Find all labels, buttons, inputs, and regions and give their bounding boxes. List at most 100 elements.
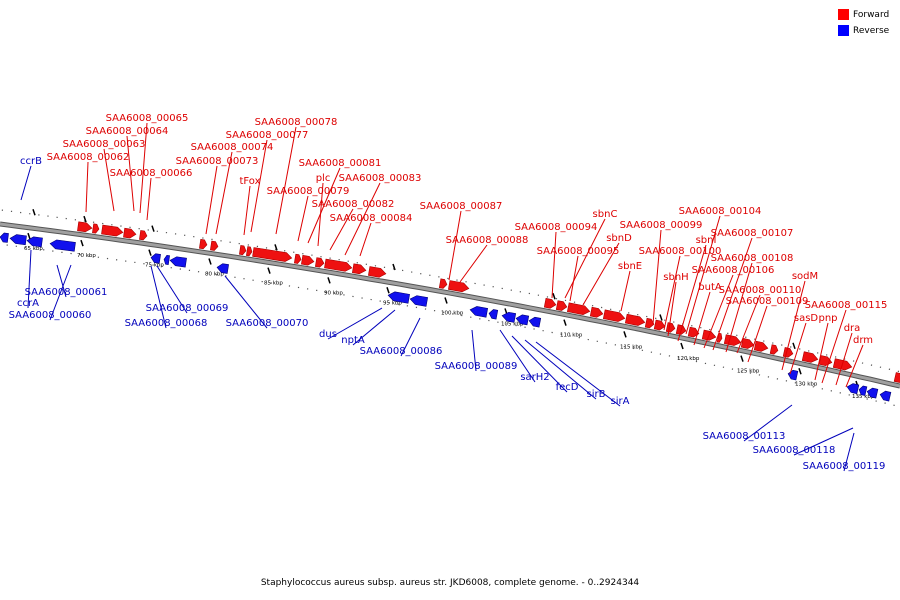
tick-mark [80, 239, 84, 247]
reverse-gene [515, 314, 530, 326]
tick-label: 135 kbp [852, 394, 875, 400]
reverse-gene [528, 316, 542, 328]
gene-arrow [602, 309, 626, 322]
forward-gene [740, 337, 755, 349]
leader-line [667, 281, 677, 337]
reverse-gene [858, 385, 868, 396]
tick-mark [444, 297, 448, 304]
leader-line [511, 335, 568, 393]
leader-line [564, 218, 606, 299]
gene-label: SAA6008_00084 [330, 213, 413, 224]
gene-label: SAA6008_00082 [312, 199, 395, 210]
gene-arrow [769, 344, 779, 355]
forward-gene [555, 300, 568, 311]
gene-arrow [589, 306, 604, 318]
leader-line [677, 244, 707, 342]
leader-line [582, 242, 620, 306]
forward-gene [245, 246, 253, 257]
leader-line [712, 237, 753, 351]
gene-label: nptA [341, 335, 365, 346]
forward-gene [293, 253, 302, 264]
tick-mark [327, 277, 331, 284]
leader-line [448, 210, 462, 281]
gene-label: butA [698, 282, 722, 293]
gene-features [0, 221, 900, 402]
forward-gene [92, 223, 100, 234]
leader-line [793, 427, 854, 456]
gene-label: SAA6008_00077 [226, 130, 309, 141]
gene-arrow [210, 240, 219, 251]
gene-arrow [879, 390, 892, 402]
leader-line [693, 291, 711, 346]
leader-line [736, 294, 761, 354]
forward-gene [314, 257, 325, 268]
gene-label: SAA6008_00104 [679, 206, 762, 217]
leader-line [205, 165, 218, 235]
gene-label: sirB [587, 389, 606, 400]
tick-label: 115 kbp [620, 344, 643, 350]
leader-line [103, 148, 115, 212]
forward-gene [368, 266, 387, 278]
gene-label: SAA6008_00094 [515, 222, 598, 233]
forward-gene [301, 254, 315, 266]
gene-arrow [438, 278, 448, 289]
gene-label: SAA6008_00095 [537, 246, 620, 257]
leader-line [156, 265, 188, 314]
forward-swatch [838, 9, 849, 20]
forward-gene [239, 245, 247, 256]
leader-line [146, 177, 152, 221]
gene-arrow [150, 253, 161, 264]
gene-arrow [469, 306, 489, 318]
gene-arrow [687, 326, 700, 338]
gene-arrow [77, 221, 93, 233]
gene-label: SAA6008_00100 [639, 246, 722, 257]
gene-label: SAA6008_00099 [620, 220, 703, 231]
reverse-gene [846, 383, 860, 395]
forward-gene [448, 280, 470, 293]
gene-label: ccrB [20, 156, 42, 167]
gene-arrow [314, 257, 325, 268]
gene-label: drm [853, 335, 873, 346]
gene-label: ccrA [17, 298, 39, 309]
minor-tick [392, 263, 396, 271]
gene-label: plc [316, 173, 331, 184]
leader-line [139, 122, 148, 214]
gene-label: sbnC [593, 209, 618, 220]
forward-gene [252, 247, 293, 262]
leader-line [243, 185, 251, 236]
forward-gene [769, 344, 779, 355]
reverse-gene [163, 254, 170, 265]
leader-line [344, 182, 381, 256]
gene-arrow [293, 253, 302, 264]
forward-gene [624, 313, 646, 326]
gene-label: SAA6008_00118 [753, 445, 836, 456]
gene-arrow [501, 311, 517, 323]
legend-forward: Forward [838, 9, 889, 20]
gene-label: SAA6008_00065 [106, 113, 189, 124]
minor-tick [83, 215, 87, 223]
gene-label: fecD [556, 382, 579, 393]
gene-arrow [351, 263, 367, 275]
gene-label: SAA6008_00113 [703, 431, 786, 442]
leader-line [652, 229, 662, 325]
reverse-gene [409, 295, 428, 307]
gene-arrow [324, 258, 353, 272]
reverse-gene [879, 390, 892, 402]
backbone-line [0, 222, 900, 388]
forward-gene [324, 258, 353, 272]
gene-arrow [409, 295, 428, 307]
gene-label: sbnI [696, 235, 717, 246]
gene-label: SAA6008_00109 [726, 296, 809, 307]
leader-line [317, 182, 324, 247]
reverse-gene [387, 291, 410, 304]
leader-line [224, 275, 268, 329]
forward-gene [566, 302, 591, 315]
tick-mark [148, 249, 152, 256]
gene-arrow [716, 332, 723, 343]
gene-arrow [26, 236, 43, 248]
gene-arrow [782, 347, 794, 358]
leader-line [359, 222, 372, 257]
reverse-gene [9, 234, 27, 246]
leader-line [821, 309, 847, 384]
gene-label: SAA6008_00088 [446, 235, 529, 246]
